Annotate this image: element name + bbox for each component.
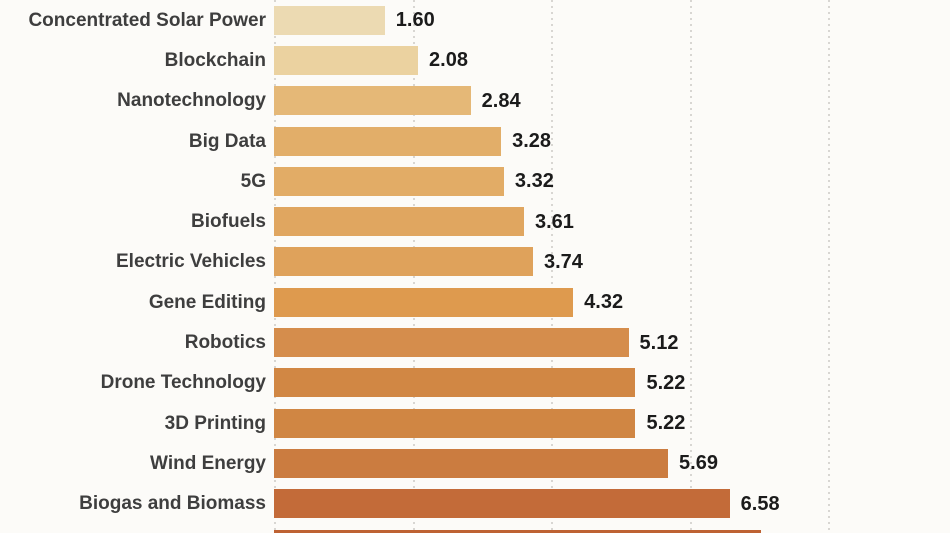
category-label: Biogas and Biomass bbox=[79, 493, 266, 515]
chart-row: 5G 3.32 bbox=[0, 161, 950, 201]
category-label: Gene Editing bbox=[148, 291, 266, 313]
bar bbox=[274, 448, 669, 478]
chart-row: Drone Technology 5.22 bbox=[0, 363, 950, 403]
chart-row: Gene Editing 4.32 bbox=[0, 282, 950, 322]
bar bbox=[274, 126, 502, 156]
value-label: 4.32 bbox=[584, 291, 624, 314]
gridline-6 bbox=[689, 0, 692, 533]
chart-row: 3D Printing 5.22 bbox=[0, 403, 950, 443]
value-label: 1.60 bbox=[395, 9, 435, 32]
value-label: 5.12 bbox=[639, 331, 679, 354]
chart-row: Concentrated Solar Power 1.60 bbox=[0, 0, 950, 40]
value-label: 5.22 bbox=[646, 371, 686, 394]
bar-area: 5.12 bbox=[274, 328, 950, 358]
value-label: 2.84 bbox=[481, 89, 521, 112]
value-label: 5.22 bbox=[646, 412, 686, 435]
bar bbox=[274, 207, 524, 237]
value-label: 6.58 bbox=[740, 492, 780, 515]
chart-row: Biogas and Biomass 6.58 bbox=[0, 484, 950, 524]
bar bbox=[274, 5, 385, 35]
bar bbox=[274, 45, 419, 75]
bar-area: 5.69 bbox=[274, 448, 950, 478]
bar-area: 5.22 bbox=[274, 368, 950, 398]
category-label: 3D Printing bbox=[164, 412, 266, 434]
chart-row: Nanotechnology 2.84 bbox=[0, 81, 950, 121]
category-label: Blockchain bbox=[164, 49, 266, 71]
gridline-4 bbox=[551, 0, 553, 533]
bar bbox=[274, 489, 730, 519]
bar-area: 5.22 bbox=[274, 408, 950, 438]
chart-row: Big Data 3.28 bbox=[0, 121, 950, 161]
bar bbox=[274, 247, 533, 277]
bar-area: 3.74 bbox=[274, 247, 950, 277]
bar bbox=[274, 86, 471, 116]
bar bbox=[274, 166, 504, 196]
bar bbox=[274, 328, 629, 358]
chart-row: Robotics 5.12 bbox=[0, 322, 950, 362]
category-label: Concentrated Solar Power bbox=[28, 9, 266, 31]
value-label: 3.61 bbox=[534, 210, 574, 233]
chart-row: Blockchain 2.08 bbox=[0, 40, 950, 80]
gridline-8 bbox=[828, 0, 830, 533]
category-label: 5G bbox=[240, 170, 266, 192]
category-label: Drone Technology bbox=[100, 372, 266, 394]
bar-area: 6.58 bbox=[274, 489, 950, 519]
category-label: Robotics bbox=[184, 332, 266, 354]
chart-row: Electric Vehicles 3.74 bbox=[0, 242, 950, 282]
bar bbox=[274, 368, 636, 398]
bar-area: 7.03 bbox=[274, 529, 950, 533]
value-label: 3.28 bbox=[512, 130, 552, 153]
chart-row: Wind Energy 5.69 bbox=[0, 443, 950, 483]
category-label: Electric Vehicles bbox=[116, 251, 266, 273]
value-label: 5.69 bbox=[679, 452, 718, 475]
category-label: Biofuels bbox=[191, 211, 266, 233]
category-label: Big Data bbox=[188, 130, 266, 152]
value-label: 2.08 bbox=[429, 49, 468, 72]
chart-row: Green Hydrogen7.03 bbox=[0, 524, 950, 533]
value-label: 3.74 bbox=[543, 250, 583, 273]
bar-area: 2.08 bbox=[274, 45, 950, 75]
bar-area: 1.60 bbox=[274, 5, 950, 35]
bar-area: 4.32 bbox=[274, 287, 950, 317]
chart-row: Biofuels 3.61 bbox=[0, 201, 950, 241]
category-label: Nanotechnology bbox=[117, 90, 266, 112]
bar-area: 2.84 bbox=[274, 86, 950, 116]
bar-area: 3.61 bbox=[274, 207, 950, 237]
bar bbox=[274, 287, 574, 317]
category-label: Wind Energy bbox=[150, 452, 266, 474]
bar bbox=[274, 408, 636, 438]
bar bbox=[274, 529, 761, 533]
value-label: 3.32 bbox=[514, 170, 554, 193]
bar-area: 3.28 bbox=[274, 126, 950, 156]
bar-area: 3.32 bbox=[274, 166, 950, 196]
